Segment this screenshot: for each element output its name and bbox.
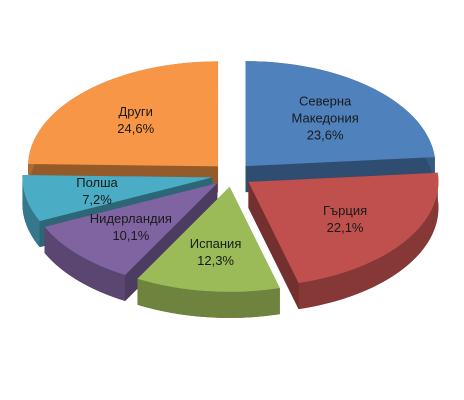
pie-slice	[137, 186, 280, 318]
category-label: Гърция	[322, 203, 368, 219]
slice-top	[248, 172, 439, 284]
slice-label: Испания 12,3%	[166, 235, 266, 269]
slice-label: Полша 7,2%	[47, 174, 147, 208]
slice-side	[298, 172, 439, 310]
category-label: Северна Македония	[291, 93, 359, 126]
slice-top	[245, 61, 435, 167]
category-label: Испания	[189, 235, 242, 251]
slice-label: Нидерландия 10,1%	[81, 210, 181, 244]
value-label: 22,1%	[326, 220, 364, 236]
pie-slice	[245, 61, 435, 193]
value-label: 23,6%	[306, 127, 344, 143]
slice-top	[28, 61, 219, 167]
slice-label: Северна Македония 23,6%	[275, 93, 375, 144]
slice-side	[137, 278, 280, 318]
slice-label: Гърция 22,1%	[295, 202, 395, 236]
value-label: 7,2%	[82, 191, 112, 207]
pie-slice	[28, 61, 219, 193]
value-label: 24,6%	[117, 120, 155, 136]
value-label: 10,1%	[112, 228, 150, 244]
slice-top	[44, 183, 218, 275]
slice-top	[22, 174, 213, 222]
category-label: Нидерландия	[89, 211, 172, 227]
category-label: Полша	[76, 174, 118, 190]
category-label: Други	[118, 103, 153, 119]
pie-slice	[248, 172, 439, 310]
value-label: 12,3%	[197, 252, 234, 268]
slice-label: Други 24,6%	[86, 103, 186, 137]
slice-side	[44, 226, 126, 301]
slice-side	[22, 174, 40, 248]
slice-top	[137, 186, 280, 292]
slice-wall	[248, 181, 299, 310]
